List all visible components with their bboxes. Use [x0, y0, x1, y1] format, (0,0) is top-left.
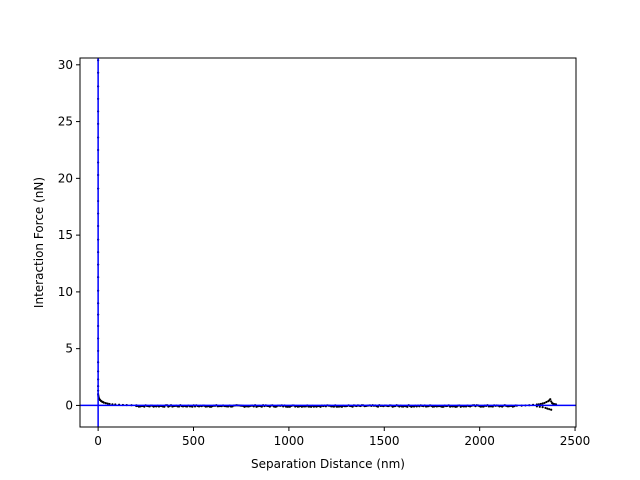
approach-data-point — [104, 402, 107, 405]
y-tick-label: 20 — [58, 171, 73, 185]
y-tick-label: 15 — [58, 228, 73, 242]
retract-data-point — [543, 401, 546, 405]
retract-data-point — [539, 402, 542, 406]
y-tick-label: 30 — [58, 58, 73, 72]
retract-data-point — [545, 400, 548, 404]
approach-data-point — [102, 401, 105, 404]
x-tick-label: 1000 — [274, 434, 305, 448]
y-tick-label: 0 — [65, 398, 73, 412]
x-tick-label: 2000 — [464, 434, 495, 448]
x-tick-label: 500 — [182, 434, 205, 448]
x-axis-ticks: 0 500 1000 1500 2000 2500 — [94, 427, 590, 448]
y-axis-ticks: 0 5 10 15 20 25 30 — [58, 58, 80, 412]
y-tick-label: 25 — [58, 115, 73, 129]
x-axis-label: Separation Distance (nm) — [251, 457, 405, 471]
y-axis-label: Interaction Force (nN) — [32, 177, 46, 308]
retract-data-point — [548, 408, 551, 411]
y-tick-label: 10 — [58, 285, 73, 299]
baseline-data-point — [406, 405, 409, 408]
x-tick-label: 2500 — [560, 434, 591, 448]
retract-data-point — [550, 408, 553, 411]
retract-data-point — [546, 407, 549, 410]
retract-data-point — [538, 405, 541, 408]
retract-data-point — [541, 402, 544, 405]
approach-data-point — [108, 402, 111, 406]
retract-data-point — [550, 400, 553, 403]
retract-data-point — [549, 398, 552, 401]
approach-data-point — [106, 402, 109, 405]
retract-data-point — [544, 406, 547, 410]
retract-data-point — [541, 406, 544, 409]
y-tick-label: 5 — [65, 342, 73, 356]
x-tick-label: 1500 — [369, 434, 400, 448]
plot-area-frame — [79, 57, 577, 428]
x-tick-label: 0 — [94, 434, 102, 448]
